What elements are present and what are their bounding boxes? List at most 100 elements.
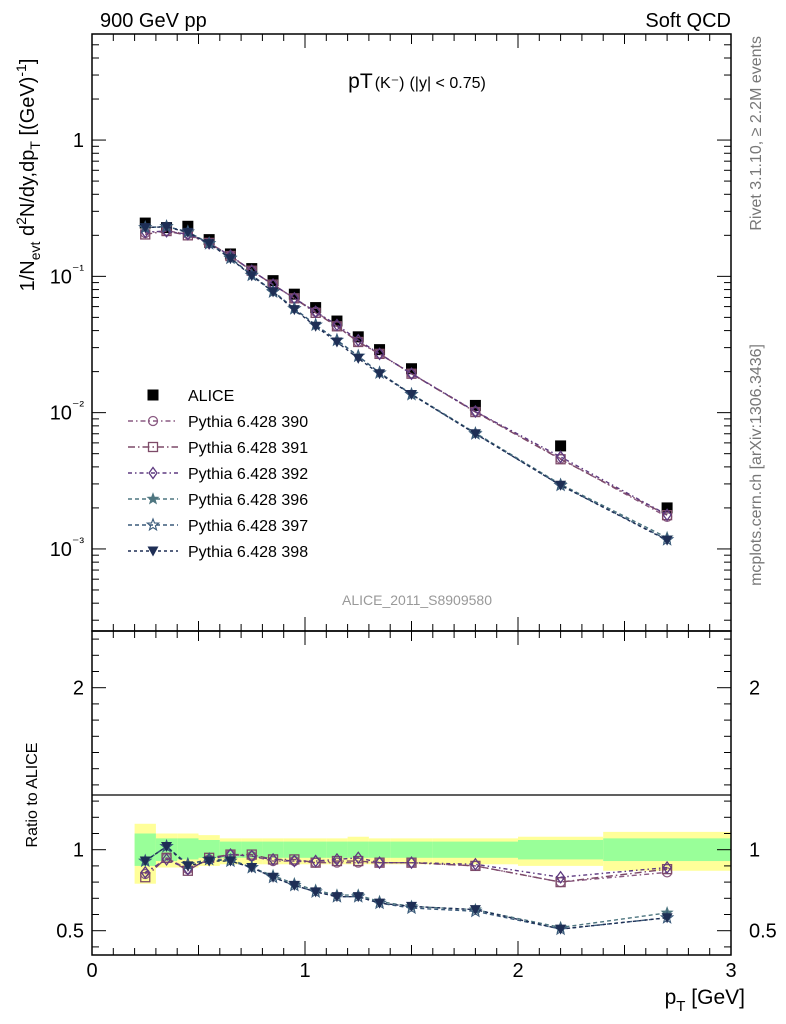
ratio-point <box>555 870 566 884</box>
legend-marker <box>145 517 161 532</box>
legend-marker <box>147 441 159 453</box>
series-line <box>145 225 668 539</box>
band-inner-bin <box>177 838 199 860</box>
legend-item: Pythia 6.428 390 <box>128 414 308 431</box>
legend-label: Pythia 6.428 396 <box>188 492 308 509</box>
ratio-point <box>662 860 672 875</box>
legend-marker <box>148 466 158 480</box>
data-point <box>267 287 279 298</box>
series-line <box>144 845 668 930</box>
legend-marker <box>146 492 160 505</box>
data-point <box>555 450 566 464</box>
band-inner-bin <box>603 838 731 862</box>
series-line <box>144 853 668 878</box>
ratio-point <box>268 852 278 867</box>
ratio-point <box>406 856 417 870</box>
data-point <box>182 227 194 238</box>
data-point <box>374 369 386 380</box>
data-point <box>332 318 342 332</box>
main-y-tick-labels: 10⁻³ 10⁻² 10⁻¹ 1 <box>50 130 85 561</box>
data-point <box>224 254 236 265</box>
legend-label: Pythia 6.428 397 <box>188 518 308 535</box>
band-inner-bin <box>305 841 327 858</box>
data-point <box>353 333 364 347</box>
ratio-point <box>267 872 279 883</box>
data-point <box>470 404 481 419</box>
legend-item: ALICE <box>147 388 234 405</box>
band-inner-bin <box>390 841 433 858</box>
data-point <box>469 429 481 440</box>
ratio-point <box>139 856 151 867</box>
ratio-point <box>353 851 364 865</box>
legend-item: Pythia 6.428 397 <box>128 517 308 535</box>
legend-label: Pythia 6.428 392 <box>188 466 308 483</box>
ratio-y-tick-label-right: 0.5 <box>749 921 777 943</box>
ratio-y-tick-label-right: 1 <box>749 840 760 862</box>
title-main: pT <box>348 70 373 93</box>
data-point <box>352 353 364 364</box>
series-line <box>144 845 668 930</box>
ratio-y-tick-label-right: 2 <box>749 678 760 700</box>
ratio-point <box>374 898 386 909</box>
series-line <box>145 225 668 541</box>
legend-item: Pythia 6.428 396 <box>128 492 308 509</box>
ratio-point <box>469 905 481 916</box>
main-frame <box>91 33 732 632</box>
data-point <box>555 454 566 465</box>
header-left-label: 900 GeV pp <box>100 10 207 32</box>
ratio-point <box>470 857 481 871</box>
main-y-tick-label: 1 <box>73 130 84 152</box>
ratio-point <box>140 872 151 883</box>
band-inner-bin <box>326 841 348 858</box>
main-series-398 <box>139 222 673 546</box>
main-y-axis-label: 1/Nevt d2N/dy,dpT [(GeV)-1] <box>13 59 43 292</box>
data-point <box>555 440 567 452</box>
series-line <box>145 226 668 541</box>
legend-marker <box>147 389 159 401</box>
ratio-point <box>661 913 673 924</box>
legend-item: Pythia 6.428 391 <box>128 440 308 457</box>
ratio-y-axis-label: Ratio to ALICE <box>24 743 41 848</box>
data-point <box>161 222 173 233</box>
side-label-rivet: Rivet 3.1.10, ≥ 2.2M events <box>748 36 765 231</box>
ratio-point <box>353 855 364 867</box>
main-series-group <box>138 217 675 546</box>
ratio-series-398 <box>139 841 673 935</box>
title-particle: (K⁻) <box>375 75 405 92</box>
data-point <box>374 347 385 361</box>
band-inner-bin <box>518 839 604 860</box>
ratio-panel: 0.5 0.5 1 1 2 2 0 1 2 3 Ratio to ALICE pT [GeV] <box>24 630 777 1015</box>
ratio-point <box>332 852 342 867</box>
ratio-point <box>161 841 173 852</box>
band-inner-bin <box>283 841 305 858</box>
ratio-point <box>246 863 258 874</box>
ratio-point <box>406 901 417 912</box>
data-point <box>662 508 672 522</box>
legend-item: Pythia 6.428 398 <box>128 544 308 561</box>
ratio-frame <box>91 630 732 956</box>
ratio-point <box>288 880 300 891</box>
ratio-point <box>374 856 385 870</box>
main-y-tick-label: 10⁻³ <box>50 534 85 561</box>
ratio-point <box>555 924 567 935</box>
main-y-tick-label: 10⁻¹ <box>50 261 85 288</box>
side-label-mcplots: mcplots.cern.ch [arXiv:1306.3436] <box>748 344 765 586</box>
data-point <box>246 271 258 282</box>
band-inner-bin <box>432 841 518 858</box>
ratio-y-tick-label: 0.5 <box>56 921 84 943</box>
x-tick-label: 1 <box>299 960 310 982</box>
ratio-point <box>331 892 343 903</box>
x-tick-label: 0 <box>86 960 97 982</box>
band-inner-bin <box>368 841 391 858</box>
data-point <box>661 502 673 514</box>
ratio-point <box>224 856 236 867</box>
ratio-point <box>352 892 364 903</box>
x-axis-label: pT [GeV] <box>665 986 745 1015</box>
x-tick-label: 3 <box>725 960 736 982</box>
x-tick-label: 2 <box>512 960 523 982</box>
ratio-series-group <box>138 838 675 936</box>
data-point <box>331 315 343 327</box>
ratio-y-tick-labels: 0.5 0.5 1 1 2 2 <box>56 678 777 943</box>
data-point <box>203 239 215 250</box>
data-point <box>406 389 417 400</box>
